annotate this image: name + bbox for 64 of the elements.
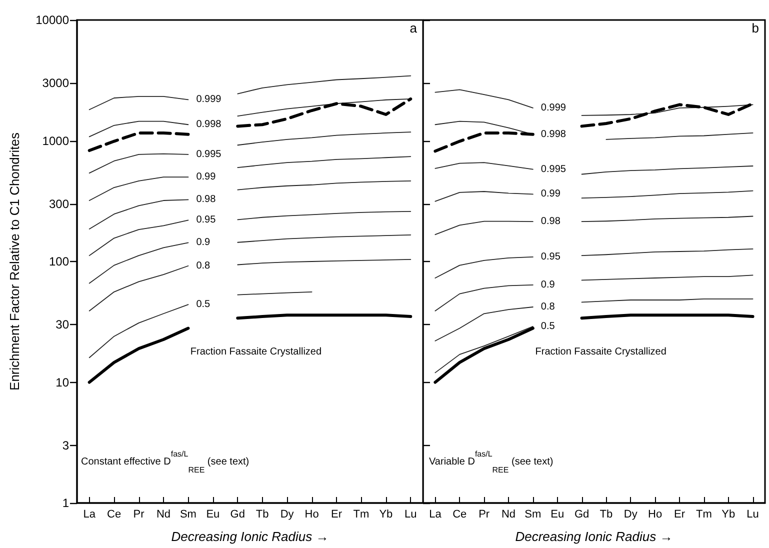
x-tick-label: Dy	[624, 508, 638, 520]
series-label: 0.95	[540, 251, 561, 262]
y-tick-label: 10	[56, 375, 70, 390]
series-label: 0.998	[540, 128, 566, 140]
x-tick-label: Gd	[574, 508, 590, 520]
y-axis-title: Enrichment Factor Relative to C1 Chondrites	[7, 132, 22, 390]
x-tick-label: Ce	[107, 508, 122, 520]
x-tick-label: Pr	[133, 508, 145, 520]
series-label: 0.8	[196, 260, 211, 272]
annotation: Variable Dfas/LREE (see text)	[429, 450, 554, 474]
series-label: 0.995	[540, 164, 566, 175]
series-label: 0.999	[196, 94, 222, 106]
x-tick-label: Ce	[452, 508, 467, 520]
y-tick-label: 3000	[42, 76, 70, 90]
x-tick-label: Eu	[550, 508, 564, 520]
series-label: 0.98	[196, 194, 216, 206]
x-tick-label: Tb	[256, 508, 269, 520]
series-label: 0.99	[540, 188, 561, 200]
x-tick-label: Ho	[648, 508, 662, 520]
annotation: Fraction Fassaite Crystallized	[190, 346, 322, 358]
x-tick-label: Tm	[696, 508, 712, 520]
x-tick-label: Pr	[478, 508, 490, 520]
y-tick-label: 300	[48, 196, 70, 211]
series-label: 0.999	[540, 102, 566, 114]
series-label: 0.98	[540, 216, 561, 228]
series-label: 0.998	[196, 119, 222, 130]
x-tick-label: Yb	[722, 508, 736, 520]
x-tick-label: La	[429, 508, 442, 520]
y-tick-label: 10000	[36, 13, 70, 27]
x-tick-label: Sm	[180, 508, 196, 520]
x-tick-label: Nd	[156, 508, 171, 520]
series-label: 0.5	[196, 299, 211, 310]
y-tick-label: 1000	[42, 134, 70, 148]
x-tick-label: La	[83, 508, 96, 520]
annotation: b	[752, 20, 759, 36]
annotation: a	[410, 20, 418, 36]
x-tick-label: Er	[674, 508, 686, 520]
series-label: 0.99	[196, 172, 216, 183]
series-label: 0.95	[196, 214, 216, 226]
x-tick-label: Yb	[379, 508, 393, 520]
x-tick-label: Lu	[404, 508, 417, 520]
x-tick-label: Ho	[304, 508, 319, 520]
y-tick-label: 100	[48, 254, 70, 268]
x-axis-title: Decreasing Ionic Radius →	[515, 529, 673, 544]
x-tick-label: Sm	[524, 508, 542, 520]
annotation: Fraction Fassaite Crystallized	[535, 346, 666, 358]
series-label: 0.995	[196, 148, 222, 160]
x-tick-label: Tm	[353, 508, 370, 520]
x-tick-label: Nd	[501, 508, 516, 520]
x-tick-label: Er	[331, 508, 342, 520]
series-label: 0.8	[540, 301, 556, 312]
annotation: Constant effective Dfas/LREE (see text)	[81, 450, 250, 474]
x-axis-title: Decreasing Ionic Radius →	[171, 529, 329, 544]
series-label: 0.9	[196, 237, 211, 248]
x-tick-label: Eu	[206, 508, 220, 520]
y-tick-label: 1	[62, 496, 70, 510]
y-tick-label: 3	[62, 438, 70, 452]
series-label: 0.9	[540, 279, 556, 290]
y-tick-label: 30	[56, 318, 70, 332]
x-tick-label: Tb	[600, 508, 613, 520]
x-tick-label: Lu	[746, 508, 759, 520]
x-tick-label: Dy	[280, 508, 294, 520]
series-label: 0.5	[540, 320, 556, 332]
x-tick-label: Gd	[230, 508, 245, 520]
